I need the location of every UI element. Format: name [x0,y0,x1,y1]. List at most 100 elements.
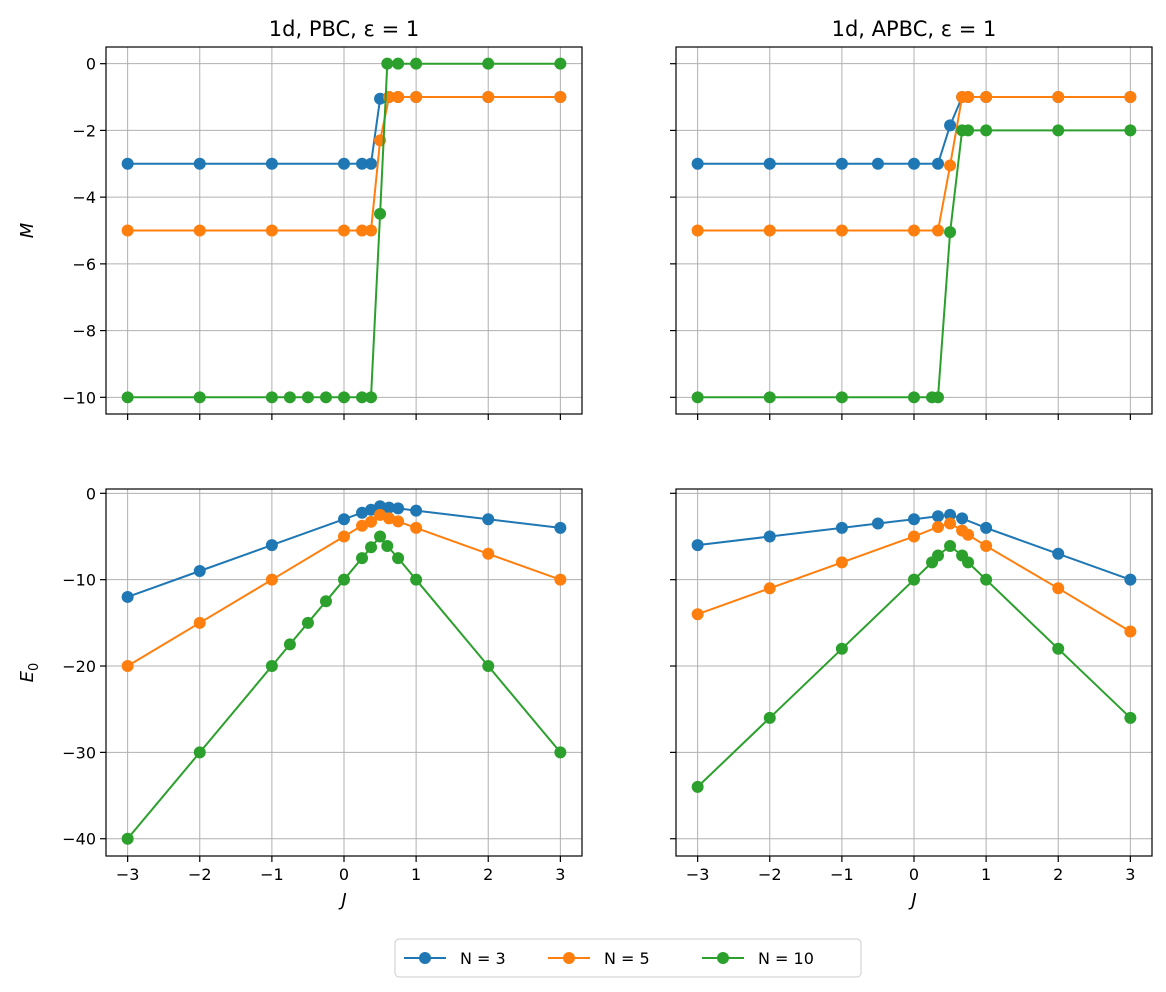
legend-label: N = 5 [604,949,650,968]
data-point [374,530,387,543]
legend-label: N = 3 [460,949,506,968]
data-point [121,157,134,170]
data-point [944,517,957,530]
data-point [1124,124,1137,137]
data-point [383,512,396,525]
data-point [338,157,350,170]
data-point [193,224,206,237]
data-point [980,91,993,104]
legend-marker-n3 [419,952,431,964]
x-tick-label: −1 [260,865,284,884]
x-tick-label: −2 [758,865,782,884]
data-point [1052,547,1065,560]
data-point [265,157,278,170]
y-tick-label: −40 [62,830,96,849]
data-point [392,502,405,515]
data-point [482,513,495,526]
data-point [338,573,350,586]
data-point [356,224,369,237]
data-point [121,391,134,404]
data-point [962,556,975,569]
legend-label: N = 10 [758,949,814,968]
data-point [944,508,957,521]
y-tick-label: −10 [62,388,96,407]
data-point [319,391,332,404]
data-point [908,573,920,586]
data-point [763,711,776,724]
data-point [980,521,993,534]
series-line-n10 [697,129,1131,399]
data-point [908,391,920,404]
data-point [265,539,278,552]
data-point [365,224,378,237]
data-point [265,660,278,673]
data-point [1052,124,1065,137]
data-point [1124,573,1137,586]
x-tick-label: 0 [339,865,349,884]
data-point [932,510,945,523]
data-point [944,119,957,132]
data-point [962,124,975,137]
data-point [908,513,920,526]
data-point [392,552,405,565]
y-axis-label: M [17,222,38,238]
data-point [121,224,134,237]
data-point [356,552,369,565]
data-point [365,157,378,170]
data-point [121,660,134,673]
data-point [1124,91,1137,104]
data-point [908,224,920,237]
data-point [374,92,387,105]
data-point [980,539,993,552]
data-point [871,517,884,530]
data-point [835,391,848,404]
data-point [691,608,704,621]
data-point [381,539,394,552]
legend: N = 3 N = 5 N = 10 [394,938,862,978]
data-point [410,573,423,586]
y-tick-label: −10 [62,571,96,590]
data-point [944,159,957,172]
data-point [944,226,957,239]
x-tick-label: 2 [483,865,493,884]
y-tick-label: −2 [72,121,96,140]
x-tick-label: 3 [555,865,565,884]
data-point [121,590,134,603]
data-point [365,391,378,404]
data-point [338,530,350,543]
data-point [283,391,296,404]
data-point [356,391,369,404]
data-point [338,513,350,526]
x-axis-label: J [908,890,916,911]
data-point [301,616,314,629]
x-tick-label: −3 [686,865,710,884]
data-point [835,556,848,569]
data-point [908,530,920,543]
y-tick-label: 0 [86,484,96,503]
series-line-n10 [696,544,1132,788]
data-point [301,391,314,404]
subplot-2: 1d, APBC, ε = 1 [670,17,1153,420]
subplot-title: 1d, PBC, ε = 1 [269,17,419,41]
data-point [482,57,495,70]
data-point [383,501,396,514]
data-point [554,521,567,534]
data-point [980,124,993,137]
data-point [392,91,405,104]
data-point [1052,642,1065,655]
data-point [482,91,495,104]
legend-box [394,938,862,978]
data-point [356,506,369,519]
x-tick-label: 1 [981,865,991,884]
data-point [365,541,378,554]
data-point [193,391,206,404]
data-point [193,616,206,629]
y-tick-label: −6 [72,255,96,274]
data-point [932,549,945,562]
data-point [356,157,369,170]
data-point [193,565,206,578]
data-point [691,780,704,793]
y-axis-label: E0 [17,663,42,683]
